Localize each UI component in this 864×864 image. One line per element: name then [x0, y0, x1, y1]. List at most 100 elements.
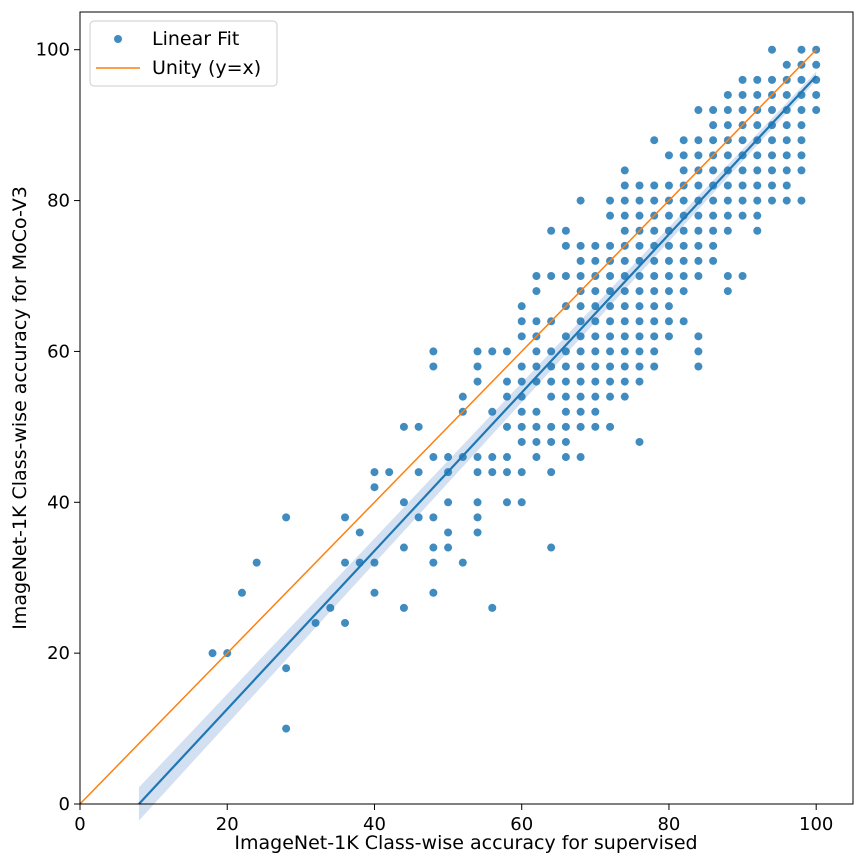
- scatter-point: [517, 362, 526, 371]
- scatter-point: [532, 287, 541, 296]
- scatter-point: [620, 377, 629, 386]
- scatter-point: [429, 543, 438, 552]
- scatter-point: [561, 362, 570, 371]
- scatter-point: [694, 151, 703, 160]
- scatter-point: [208, 649, 217, 658]
- scatter-point: [782, 166, 791, 175]
- scatter-point: [694, 332, 703, 341]
- scatter-point: [326, 603, 335, 612]
- scatter-point: [797, 196, 806, 205]
- scatter-point: [782, 90, 791, 99]
- scatter-point: [502, 377, 511, 386]
- scatter-point: [576, 317, 585, 326]
- scatter-point: [576, 422, 585, 431]
- scatter-point: [517, 317, 526, 326]
- scatter-point: [782, 60, 791, 69]
- scatter-point: [591, 332, 600, 341]
- scatter-point: [679, 196, 688, 205]
- scatter-point: [782, 136, 791, 145]
- scatter-point: [606, 362, 615, 371]
- scatter-point: [650, 362, 659, 371]
- scatter-point: [502, 453, 511, 462]
- scatter-point: [591, 302, 600, 311]
- scatter-point: [635, 302, 644, 311]
- scatter-point: [591, 287, 600, 296]
- plot-frame: [79, 11, 854, 805]
- scatter-point: [650, 317, 659, 326]
- scatter-point: [532, 272, 541, 280]
- scatter-point: [606, 377, 615, 386]
- scatter-point: [694, 272, 703, 280]
- y-tick-label: 60: [47, 341, 70, 362]
- scatter-point: [753, 75, 762, 84]
- x-tick-label: 80: [657, 814, 680, 835]
- scatter-point: [429, 588, 438, 597]
- scatter-point: [341, 558, 350, 567]
- scatter-point: [782, 196, 791, 205]
- y-axis-title: ImageNet-1K Class-wise accuracy for MoCo…: [9, 186, 31, 630]
- scatter-point: [620, 256, 629, 265]
- scatter-point: [576, 453, 585, 462]
- scatter-point: [694, 211, 703, 220]
- scatter-point: [679, 317, 688, 326]
- scatter-point: [664, 211, 673, 220]
- scatter-point: [517, 437, 526, 446]
- scatter-point: [606, 272, 615, 280]
- scatter-point: [606, 211, 615, 220]
- scatter-point: [694, 256, 703, 265]
- scatter-point: [473, 347, 482, 356]
- unity-line: [79, 49, 817, 805]
- scatter-point: [812, 60, 821, 69]
- scatter-point: [429, 347, 438, 356]
- scatter-point: [709, 226, 718, 235]
- scatter-point: [723, 272, 732, 280]
- scatter-point: [473, 468, 482, 477]
- scatter-point: [723, 106, 732, 115]
- scatter-point: [606, 302, 615, 311]
- scatter-point: [738, 106, 747, 115]
- scatter-point: [782, 106, 791, 115]
- scatter-point: [547, 437, 556, 446]
- scatter-point: [709, 196, 718, 205]
- scatter-point: [709, 241, 718, 250]
- scatter-point: [723, 211, 732, 220]
- scatter-point: [664, 241, 673, 250]
- scatter-point: [694, 196, 703, 205]
- scatter-point: [694, 241, 703, 250]
- scatter-point: [650, 347, 659, 356]
- scatter-point: [606, 241, 615, 250]
- scatter-point: [399, 498, 408, 507]
- scatter-point: [282, 513, 291, 522]
- scatter-point: [517, 422, 526, 431]
- scatter-point: [650, 136, 659, 145]
- scatter-point: [473, 453, 482, 462]
- legend: Linear Fit Unity (y=x): [89, 20, 278, 87]
- scatter-point: [561, 407, 570, 416]
- scatter-point: [709, 211, 718, 220]
- scatter-point: [635, 362, 644, 371]
- scatter-point: [694, 362, 703, 371]
- scatter-point: [782, 151, 791, 160]
- scatter-point: [606, 196, 615, 205]
- scatter-point: [738, 75, 747, 84]
- scatter-point: [768, 151, 777, 160]
- scatter-point: [620, 302, 629, 311]
- scatter-point: [620, 181, 629, 190]
- scatter-point: [444, 543, 453, 552]
- scatter-point: [561, 332, 570, 341]
- scatter-point: [620, 211, 629, 220]
- scatter-point: [664, 272, 673, 280]
- scatter-point: [679, 287, 688, 296]
- scatter-point: [370, 558, 379, 567]
- scatter-point: [532, 437, 541, 446]
- scatter-point: [782, 181, 791, 190]
- scatter-point: [620, 347, 629, 356]
- scatter-point: [797, 106, 806, 115]
- scatter-point: [473, 528, 482, 537]
- scatter-point: [606, 422, 615, 431]
- scatter-point: [237, 588, 246, 597]
- scatter-point: [620, 166, 629, 175]
- scatter-point: [635, 196, 644, 205]
- scatter-point: [650, 302, 659, 311]
- scatter-point: [768, 196, 777, 205]
